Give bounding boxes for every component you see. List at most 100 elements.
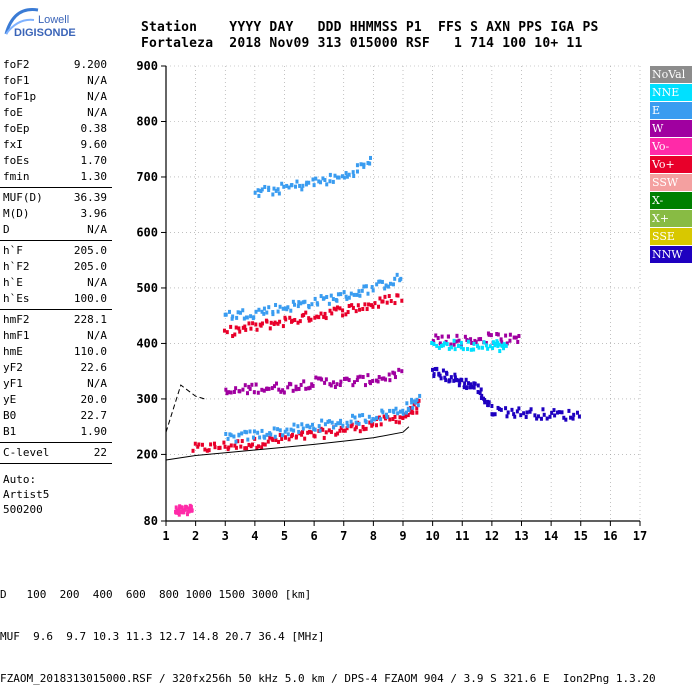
echo-mark [476,383,480,388]
param-name: yE [3,393,17,406]
echo-mark [243,446,247,451]
echo-mark [282,184,286,189]
param-name: foF2 [3,58,30,71]
echo-mark [265,432,269,437]
echo-mark [272,426,276,431]
echo-mark [338,383,342,388]
echo-mark [393,375,397,380]
echo-mark [279,389,283,394]
echo-mark [306,430,310,435]
param-name: yF1 [3,377,23,390]
echo-mark [274,438,278,443]
echo-mark [394,419,398,424]
echo-mark [319,311,323,316]
legend-item: NNE [650,84,692,101]
echo-mark [227,445,231,450]
echo-mark [388,281,392,286]
echo-mark [233,443,237,448]
echo-mark [307,305,311,310]
echo-mark [364,426,368,431]
param-row: foF2 9.200 [3,58,107,72]
echo-mark [355,169,359,174]
echo-mark [363,302,367,307]
echo-mark [292,428,296,433]
echo-mark [280,181,284,186]
echo-mark [301,300,305,305]
echo-mark [366,291,370,296]
echo-mark [352,380,356,385]
echo-mark [278,428,282,433]
echo-mark [515,409,519,414]
echo-mark [283,429,287,434]
echo-mark [539,416,543,421]
echo-mark [344,294,348,299]
x-tick-label: 6 [311,529,318,543]
echo-mark [357,289,361,294]
echo-mark [277,191,281,196]
echo-mark [243,429,247,434]
echo-mark [298,319,302,324]
echo-mark [300,187,304,192]
echo-mark [484,341,488,346]
echo-mark [449,375,453,380]
echo-mark [256,188,260,193]
echo-mark [361,413,365,418]
param-name: foE [3,106,23,119]
param-value: 110.0 [73,345,107,358]
echo-mark [331,380,335,385]
echo-mark [381,299,385,304]
param-separator [0,309,112,310]
echo-mark [281,306,285,311]
echo-mark [376,379,380,384]
param-name: D [3,223,10,236]
echo-mark [255,445,259,450]
echo-mark [483,400,487,405]
param-row: M(D) 3.96 [3,207,107,221]
param-row: fxI 9.60 [3,138,107,152]
echo-mark [212,441,216,446]
echo-mark [247,442,251,447]
echo-mark [388,417,392,422]
echo-mark [312,427,316,432]
param-name: fmin [3,170,30,183]
echo-mark [486,403,490,408]
param-name: h`F [3,244,23,257]
echo-mark [313,296,317,301]
echo-mark [454,339,458,344]
echo-mark [432,342,436,347]
param-row: h`F2 205.0 [3,260,107,274]
echo-mark [304,386,308,391]
echo-mark [267,185,271,190]
echo-mark [250,442,254,447]
echo-mark [353,415,357,420]
ionogram-chart: 1 2 3 4 5 6 7 8 9 10 11 12 13 14 15 16 17802003004005006… [136,59,647,543]
echo-mark [438,341,442,346]
echo-mark [371,379,375,384]
echo-mark [470,384,474,389]
echo-mark [329,383,333,388]
echo-mark [276,427,280,432]
echo-mark [414,400,418,405]
echo-mark [244,327,248,332]
x-tick-label: 5 [281,529,288,543]
echo-mark [387,372,391,377]
echo-mark [396,293,400,298]
echo-mark [476,390,480,395]
echo-mark [455,333,459,338]
echo-mark [189,505,193,510]
echo-mark [418,393,422,398]
echo-mark [374,378,378,383]
echo-mark [346,310,350,315]
echo-mark [233,332,237,337]
echo-mark [241,308,245,313]
echo-mark [417,398,421,403]
param-value: 100.0 [73,292,107,305]
d-label: D [0,588,7,601]
param-value: 20.0 [80,393,108,406]
echo-mark [324,430,328,435]
echo-mark [308,385,312,390]
echo-mark [238,310,242,315]
echo-mark [473,381,477,386]
echo-mark [314,176,318,181]
echo-mark [349,419,353,424]
